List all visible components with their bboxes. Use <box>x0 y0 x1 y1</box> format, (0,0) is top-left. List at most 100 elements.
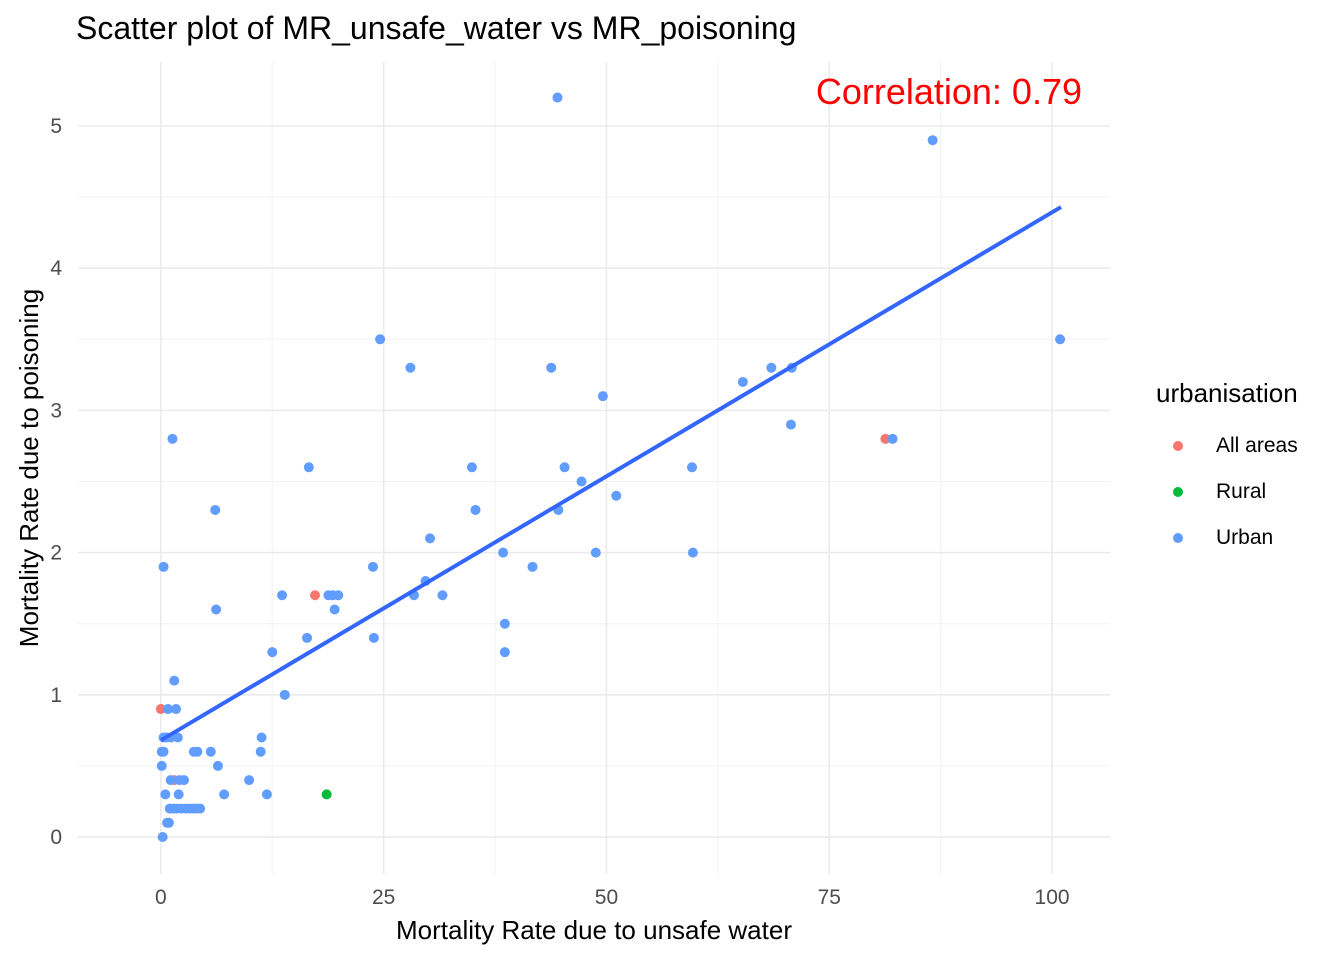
point-urban <box>163 704 174 715</box>
correlation-annotation: Correlation: 0.79 <box>816 71 1082 112</box>
point-urban <box>375 334 386 345</box>
point-urban <box>552 92 563 103</box>
point-urban <box>163 817 174 828</box>
point-urban <box>368 632 379 643</box>
x-tick-label: 100 <box>1035 886 1070 909</box>
point-urban <box>160 789 171 800</box>
point-urban <box>333 590 344 601</box>
point-urban <box>405 362 416 373</box>
legend-key <box>1168 436 1188 456</box>
point-urban <box>267 647 278 658</box>
point-urban <box>195 803 206 814</box>
y-tick-label: 4 <box>50 257 62 280</box>
legend-label: Urban <box>1216 526 1274 549</box>
data-points <box>155 92 1066 843</box>
point-urban <box>367 561 378 572</box>
y-tick-label: 1 <box>50 684 62 707</box>
point-urban <box>766 362 777 373</box>
legend-label: All areas <box>1216 434 1298 457</box>
y-tick-label: 5 <box>50 115 62 138</box>
point-urban <box>590 547 601 558</box>
point-urban <box>687 547 698 558</box>
y-axis-label: Mortality Rate due to poisoning <box>14 289 44 647</box>
point-urban <box>211 604 222 615</box>
point-all-areas <box>880 433 891 444</box>
point-urban <box>172 732 183 743</box>
point-urban <box>498 547 509 558</box>
point-urban <box>167 433 178 444</box>
point-all-areas <box>155 704 166 715</box>
point-urban <box>157 832 168 843</box>
y-tick-label: 3 <box>50 399 62 422</box>
point-urban <box>546 362 557 373</box>
x-axis-label: Mortality Rate due to unsafe water <box>396 915 792 945</box>
point-urban <box>559 462 570 473</box>
point-urban <box>687 462 698 473</box>
point-urban <box>179 775 190 786</box>
point-urban <box>256 732 267 743</box>
point-urban <box>169 675 180 686</box>
legend: urbanisation All areas Rural Urban <box>1156 378 1298 561</box>
point-urban <box>303 462 314 473</box>
point-urban <box>527 561 538 572</box>
point-urban <box>576 476 587 487</box>
point-urban <box>437 590 448 601</box>
point-urban <box>927 135 938 146</box>
point-urban <box>279 689 290 700</box>
point-urban <box>597 391 608 402</box>
point-urban <box>785 419 796 430</box>
legend-key <box>1168 528 1188 548</box>
point-urban <box>329 604 340 615</box>
point-urban <box>887 433 898 444</box>
point-urban <box>219 789 230 800</box>
x-tick-label: 25 <box>372 886 395 909</box>
y-tick-labels: 0 1 2 3 4 5 <box>50 115 62 849</box>
point-urban <box>158 746 169 757</box>
chart-title: Scatter plot of MR_unsafe_water vs MR_po… <box>76 10 797 46</box>
point-urban <box>210 504 221 515</box>
legend-item-all-areas: All areas <box>1156 423 1298 469</box>
point-urban <box>277 590 288 601</box>
point-urban <box>466 462 477 473</box>
legend-dot-urban <box>1173 533 1183 543</box>
legend-dot-rural <box>1173 487 1183 497</box>
point-urban <box>255 746 266 757</box>
point-urban <box>425 533 436 544</box>
point-urban <box>499 618 510 629</box>
trend-line-group <box>159 205 1063 743</box>
legend-label: Rural <box>1216 480 1267 503</box>
point-urban <box>158 561 169 572</box>
legend-key <box>1168 482 1188 502</box>
point-urban <box>261 789 272 800</box>
y-tick-label: 2 <box>50 542 62 565</box>
point-urban <box>205 746 216 757</box>
point-urban <box>171 704 182 715</box>
legend-dot-all-areas <box>1173 441 1183 451</box>
point-urban <box>499 647 510 658</box>
point-urban <box>212 760 223 771</box>
point-urban <box>611 490 622 501</box>
point-urban <box>470 504 481 515</box>
point-rural <box>321 789 332 800</box>
x-tick-label: 75 <box>818 886 841 909</box>
x-tick-label: 0 <box>155 886 167 909</box>
y-tick-label: 0 <box>50 826 62 849</box>
legend-title: urbanisation <box>1156 378 1298 408</box>
point-urban <box>1055 334 1066 345</box>
trend-line <box>159 205 1063 743</box>
point-all-areas <box>310 590 321 601</box>
x-tick-labels: 0 25 50 75 100 <box>155 886 1070 909</box>
minor-gridlines <box>78 62 1110 874</box>
point-urban <box>737 376 748 387</box>
point-urban <box>165 775 176 786</box>
point-urban <box>302 632 313 643</box>
legend-item-rural: Rural <box>1156 469 1298 515</box>
point-urban <box>244 775 255 786</box>
point-urban <box>156 760 167 771</box>
major-gridlines <box>78 62 1110 874</box>
point-urban <box>192 746 203 757</box>
legend-item-urban: Urban <box>1156 515 1298 561</box>
x-tick-label: 50 <box>595 886 618 909</box>
point-urban <box>173 789 184 800</box>
